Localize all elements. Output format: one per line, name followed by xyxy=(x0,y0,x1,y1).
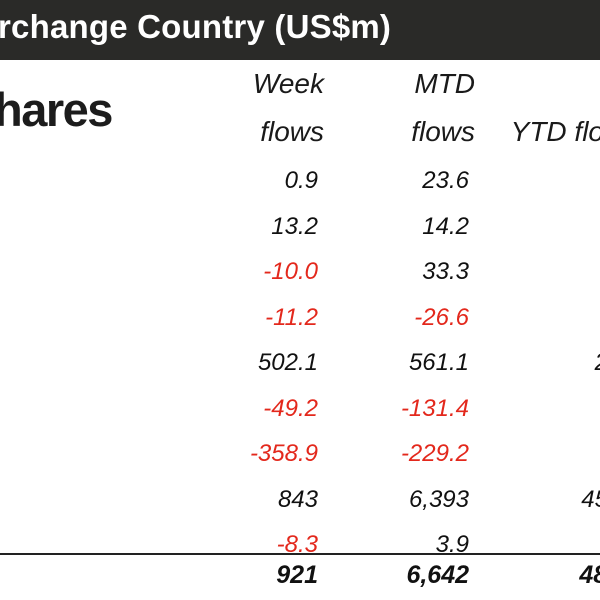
column-header-mtd-line2: flows xyxy=(411,116,475,148)
row-5-ytd-flows: 2,3 xyxy=(595,349,600,377)
title-bar: rchange Country (US$m) xyxy=(0,0,600,60)
row-2-week-flows: 13.2 xyxy=(271,213,318,241)
row-2-mtd-flows: 14.2 xyxy=(422,213,469,241)
total-week-flows: 921 xyxy=(276,561,318,590)
row-7-week-flows: -358.9 xyxy=(250,440,318,468)
total-mtd-flows: 6,642 xyxy=(406,561,469,590)
column-header-week-line2: flows xyxy=(260,116,324,148)
row-8-ytd-flows: 45,4 xyxy=(581,486,600,514)
brand-logo-text: hares xyxy=(0,82,112,137)
row-5-week-flows: 502.1 xyxy=(258,349,318,377)
row-3-week-flows: -10.0 xyxy=(263,258,318,286)
row-3-mtd-flows: 33.3 xyxy=(422,258,469,286)
row-1-mtd-flows: 23.6 xyxy=(422,167,469,195)
row-8-mtd-flows: 6,393 xyxy=(409,486,469,514)
row-6-week-flows: -49.2 xyxy=(263,395,318,423)
row-4-week-flows: -11.2 xyxy=(265,304,318,332)
column-header-mtd-line1: MTD xyxy=(414,68,475,100)
total-divider xyxy=(0,553,600,555)
column-header-week-line1: Week xyxy=(253,68,324,100)
row-4-mtd-flows: -26.6 xyxy=(414,304,469,332)
table-title: rchange Country (US$m) xyxy=(0,8,391,46)
column-header-ytd-line2: YTD flo xyxy=(511,116,600,148)
row-8-week-flows: 843 xyxy=(278,486,318,514)
row-1-week-flows: 0.9 xyxy=(285,167,318,195)
row-7-mtd-flows: -229.2 xyxy=(401,440,469,468)
row-6-mtd-flows: -131.4 xyxy=(401,395,469,423)
row-5-mtd-flows: 561.1 xyxy=(409,349,469,377)
total-ytd-flows: 48,8 xyxy=(579,561,600,590)
